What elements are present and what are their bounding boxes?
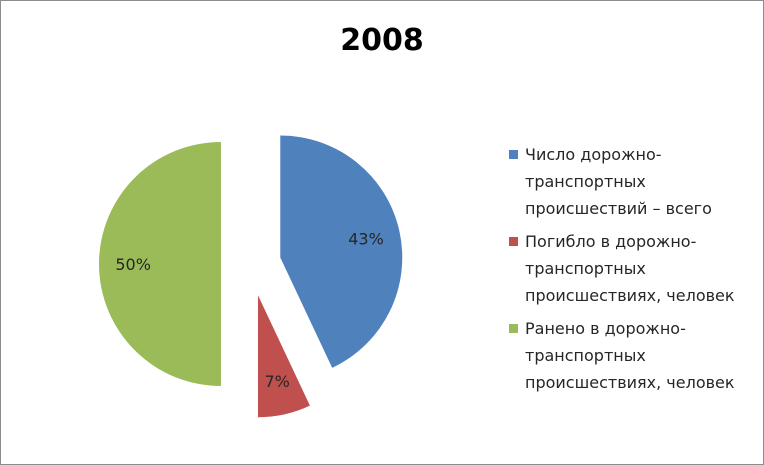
legend-label-killed-line3: происшествиях, человек (525, 286, 735, 305)
slice-killed (257, 295, 310, 418)
slice-injured (99, 142, 221, 386)
legend-swatch-injured (509, 324, 518, 333)
legend-label-total-line2: транспортных (525, 172, 646, 191)
legend-label-killed-line2: транспортных (525, 259, 646, 278)
slice-label-total: 43% (348, 229, 384, 248)
slice-label-injured: 50% (115, 255, 151, 274)
legend-swatch-total (509, 150, 518, 159)
slice-label-killed: 7% (264, 372, 289, 391)
legend: Число дорожно- транспортных происшествий… (509, 141, 759, 402)
legend-label-killed-line1: Погибло в дорожно- (525, 232, 697, 251)
legend-item-total: Число дорожно- транспортных происшествий… (509, 141, 759, 222)
legend-label-total-line1: Число дорожно- (525, 145, 662, 164)
legend-label-injured-line3: происшествиях, человек (525, 373, 735, 392)
chart-title: 2008 (340, 23, 424, 58)
slice-total (280, 135, 403, 368)
legend-label-injured-line2: транспортных (525, 346, 646, 365)
legend-label-injured-line1: Ранено в дорожно- (525, 319, 686, 338)
legend-label-total-line3: происшествий – всего (525, 199, 712, 218)
legend-item-injured: Ранено в дорожно- транспортных происшест… (509, 315, 759, 396)
legend-swatch-killed (509, 237, 518, 246)
legend-item-killed: Погибло в дорожно- транспортных происшес… (509, 228, 759, 309)
